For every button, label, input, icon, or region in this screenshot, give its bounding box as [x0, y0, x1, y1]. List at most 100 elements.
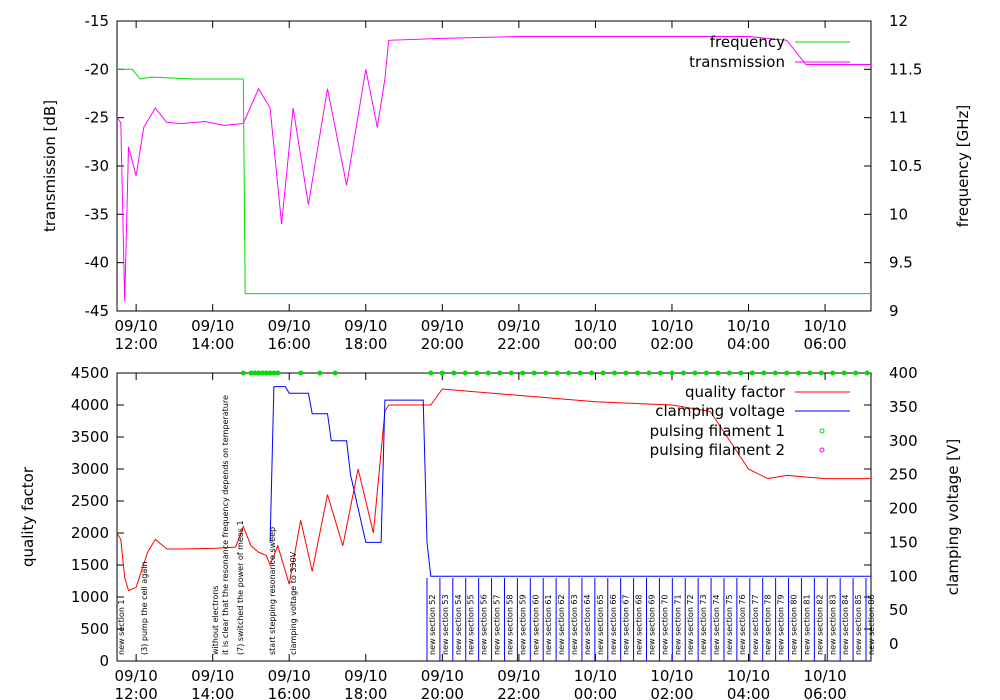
bottom-x-ticks: 09/1012:0009/1014:0009/1016:0009/1018:00…	[115, 373, 847, 700]
top-x-tick-date: 10/10	[650, 317, 693, 335]
pulsing-filament-1-point	[271, 370, 277, 376]
annotation-clamping-330: clamping voltage to 330V	[289, 551, 298, 655]
pulsing-filament-1-point	[807, 370, 813, 376]
section-label: new section 84	[841, 594, 850, 655]
top-x-ticks: 09/1012:0009/1014:0009/1016:0009/1018:00…	[115, 21, 847, 353]
top-x-tick-date: 10/10	[803, 317, 846, 335]
top-x-tick-time: 20:00	[421, 335, 464, 353]
bottom-y2-tick-label: 300	[889, 432, 918, 450]
section-label: new section 67	[622, 594, 631, 655]
bottom-y-tick-label: 500	[80, 620, 109, 638]
top-y2-tick-label: 12	[889, 12, 908, 30]
pulsing-filament-1-point	[635, 370, 641, 376]
pulsing-filament-1-point	[508, 370, 514, 376]
pulsing-filament-1-point	[259, 370, 265, 376]
top-x-tick-time: 18:00	[344, 335, 387, 353]
legend-pulsing-filament-2-label: pulsing filament 2	[650, 441, 785, 459]
top-x-tick-date: 09/10	[268, 317, 311, 335]
top-x-tick-date: 09/10	[115, 317, 158, 335]
pulsing-filament-1-point	[248, 370, 254, 376]
section-label: new section 61	[544, 594, 553, 655]
pulsing-filament-1-point	[669, 370, 675, 376]
bottom-x-tick-date: 10/10	[727, 667, 770, 685]
bottom-y-tick-label: 3000	[71, 460, 109, 478]
pulsing-filament-1-point	[298, 370, 304, 376]
pulsing-filament-1-point	[543, 370, 549, 376]
bottom-x-tick-date: 09/10	[421, 667, 464, 685]
series-clamping-voltage	[269, 386, 871, 577]
legend-pulsing-filament-1-swatch	[819, 428, 825, 434]
pulsing-filament-1-point	[795, 370, 801, 376]
top-y2-tick-label: 10	[889, 205, 908, 223]
top-x-tick-date: 09/10	[497, 317, 540, 335]
section-label: new section 59	[518, 594, 527, 655]
section-label: new section 71	[673, 594, 682, 655]
pulsing-filament-1-point	[428, 370, 434, 376]
section-label: new section 74	[712, 594, 721, 655]
section-label: new section 80	[790, 594, 799, 655]
pulsing-filament-1-point	[841, 370, 847, 376]
bottom-y2-ticks: 0 50 100 150 200 250 300 350 400	[889, 364, 918, 653]
bottom-y2-tick-label: 100	[889, 567, 918, 585]
pulsing-filament-1-point	[738, 370, 744, 376]
bottom-x-tick-time: 06:00	[803, 685, 846, 700]
bottom-y2-tick-label: 400	[889, 364, 918, 382]
bottom-x-tick-date: 10/10	[650, 667, 693, 685]
top-x-tick-time: 22:00	[497, 335, 540, 353]
top-y2-ticks: 9 9.5 10 10.5 11 11.5 12	[889, 12, 922, 320]
bottom-x-tick-time: 16:00	[268, 685, 311, 700]
top-panel: -45 -40 -35 -30 -25 -20 -15 9 9.5 10 10.5 11 11.5 12…	[41, 12, 972, 353]
top-y2-axis-label: frequency [GHz]	[954, 105, 972, 227]
top-y-tick-label: -45	[85, 302, 110, 320]
top-y2-tick-label: 9.5	[889, 254, 913, 272]
top-x-tick-date: 10/10	[574, 317, 617, 335]
top-x-tick-date: 10/10	[727, 317, 770, 335]
pulsing-filament-1-point	[439, 370, 445, 376]
pulsing-filament-1-point	[566, 370, 572, 376]
legend-transmission-label: transmission	[689, 53, 785, 71]
top-y2-tick-label: 9	[889, 302, 899, 320]
top-x-tick-time: 12:00	[115, 335, 158, 353]
top-y-tick-label: -40	[85, 254, 110, 272]
section-label: new section 62	[557, 594, 566, 655]
section-label: new section 58	[505, 594, 514, 655]
bottom-y-ticks: 0 500 1000 1500 2000 2500 3000 3500 4000 4500	[71, 364, 871, 670]
top-y2-tick-label: 10.5	[889, 157, 922, 175]
section-label: new section 73	[699, 594, 708, 655]
top-x-tick-time: 16:00	[268, 335, 311, 353]
bottom-panel: 0 500 1000 1500 2000 2500 3000 3500 4000 4500 0 50…	[19, 364, 962, 700]
pulsing-filament-1-point	[784, 370, 790, 376]
series-transmission	[116, 36, 871, 302]
pulsing-filament-1-point	[692, 370, 698, 376]
bottom-x-tick-date: 09/10	[497, 667, 540, 685]
bottom-x-tick-date: 09/10	[268, 667, 311, 685]
annotation-pump-cell: (3) pump the cell again	[140, 561, 149, 655]
pulsing-filament-1-point	[589, 370, 595, 376]
bottom-x-tick-time: 00:00	[574, 685, 617, 700]
section-label: new section 85	[854, 594, 863, 655]
top-x-tick-time: 14:00	[191, 335, 234, 353]
pulsing-filament-1-point	[474, 370, 480, 376]
pulsing-filament-1-point	[864, 370, 870, 376]
section-label: new section 65	[596, 594, 605, 655]
pulsing-filament-1-point	[726, 370, 732, 376]
bottom-x-tick-time: 18:00	[344, 685, 387, 700]
section-label: new section 69	[648, 594, 657, 655]
bottom-y2-tick-label: 50	[889, 601, 908, 619]
pulsing-filament-1-point	[275, 370, 281, 376]
pulsing-filament-1-point	[497, 370, 503, 376]
annotation-new-section-1: new section 1	[117, 599, 126, 655]
section-label: new section 76	[738, 594, 747, 655]
section-label: new section 55	[467, 594, 476, 655]
bottom-y2-tick-label: 350	[889, 398, 918, 416]
annotation-without-electrons: without electrons	[211, 586, 220, 655]
section-label: new section 86	[867, 594, 876, 655]
pulsing-filament-1-point	[263, 370, 269, 376]
series-quality-factor	[116, 388, 871, 592]
bottom-x-tick-time: 12:00	[115, 685, 158, 700]
bottom-x-tick-date: 09/10	[191, 667, 234, 685]
top-y-tick-label: -30	[85, 157, 110, 175]
section-label: new section 54	[454, 594, 463, 655]
bottom-y-tick-label: 4500	[71, 364, 109, 382]
pulsing-filament-1-point	[657, 370, 663, 376]
